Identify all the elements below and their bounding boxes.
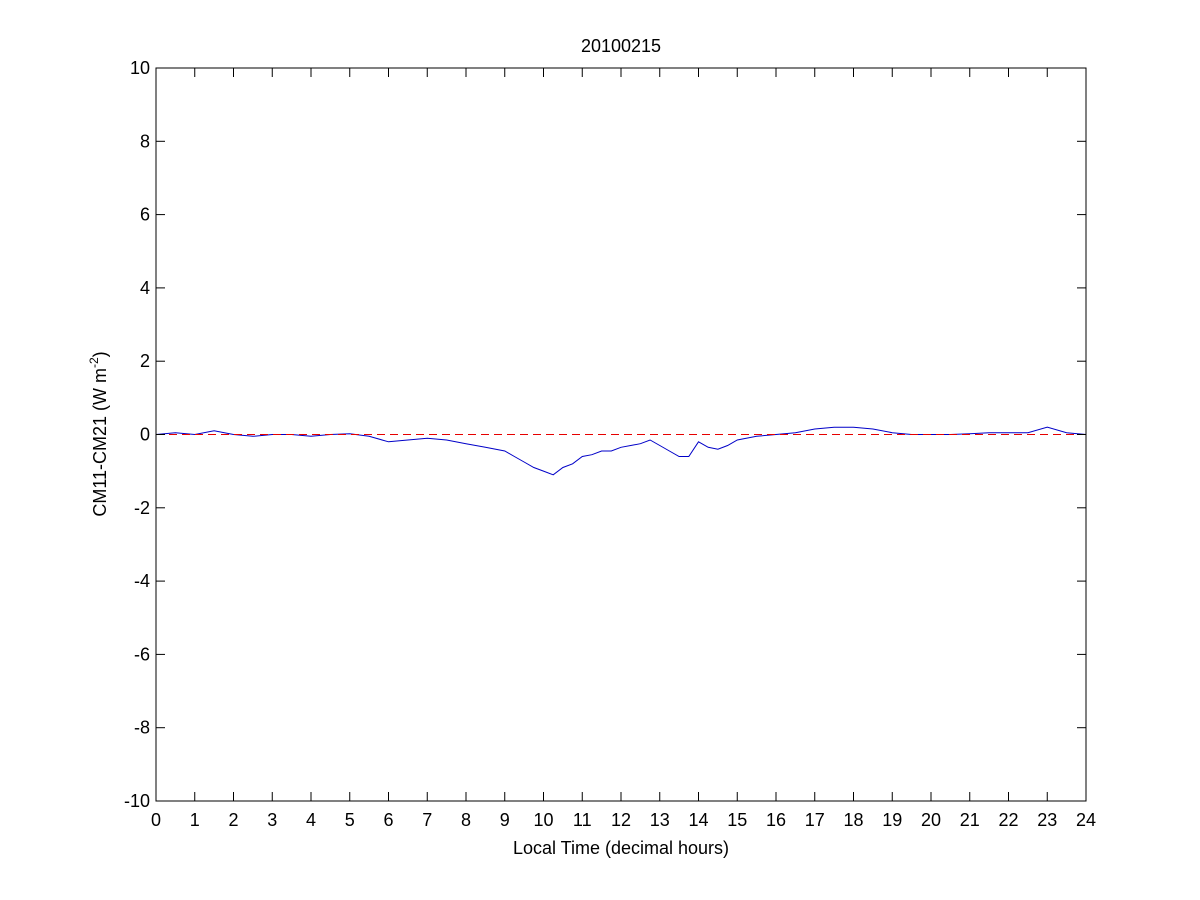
x-tick-label: 2 xyxy=(228,810,238,830)
x-tick-label: 4 xyxy=(306,810,316,830)
series-line xyxy=(155,426,1087,476)
y-tick-label: -4 xyxy=(134,571,150,591)
x-tick-label: 23 xyxy=(1037,810,1057,830)
x-tick-label: 20 xyxy=(921,810,941,830)
x-tick-label: 10 xyxy=(533,810,553,830)
y-tick-label: 4 xyxy=(140,278,150,298)
x-tick-label: 14 xyxy=(688,810,708,830)
y-tick-label: -10 xyxy=(124,791,150,811)
x-tick-label: 11 xyxy=(573,810,592,830)
x-tick-label: 24 xyxy=(1076,810,1096,830)
y-tick-label: -8 xyxy=(134,718,150,738)
x-tick-label: 21 xyxy=(960,810,980,830)
y-tick-label: 0 xyxy=(140,425,150,445)
y-tick-label: -2 xyxy=(134,498,150,518)
x-tick-label: 18 xyxy=(843,810,863,830)
y-tick-label: 6 xyxy=(140,205,150,225)
x-tick-label: 8 xyxy=(461,810,471,830)
x-tick-label: 15 xyxy=(727,810,747,830)
x-tick-label: 22 xyxy=(998,810,1018,830)
x-tick-label: 3 xyxy=(267,810,277,830)
x-tick-label: 7 xyxy=(422,810,432,830)
y-tick-label: -6 xyxy=(134,644,150,664)
y-axis-label-base: CM11-CM21 (W m xyxy=(90,368,110,517)
x-tick-label: 16 xyxy=(766,810,786,830)
x-tick-label: 0 xyxy=(151,810,161,830)
x-tick-label: 1 xyxy=(190,810,200,830)
y-tick-label: 2 xyxy=(140,351,150,371)
y-axis: -10 -8 -6 -4 -2 0 2 4 6 8 10 xyxy=(124,58,1086,811)
y-axis-label-close: ) xyxy=(90,351,110,357)
y-axis-label: CM11-CM21 (W m-2) xyxy=(87,351,110,516)
x-tick-label: 9 xyxy=(500,810,510,830)
x-axis: 0 1 2 3 4 5 6 7 8 9 10 11 12 13 14 15 16 17 18 19 20 21 22 23 24 xyxy=(151,68,1096,830)
x-tick-label: 12 xyxy=(611,810,631,830)
y-tick-label: 10 xyxy=(130,58,150,78)
x-axis-label: Local Time (decimal hours) xyxy=(513,838,729,858)
x-tick-label: 19 xyxy=(882,810,902,830)
x-tick-label: 17 xyxy=(805,810,825,830)
y-axis-label-superscript: -2 xyxy=(87,357,101,368)
x-tick-label: 13 xyxy=(650,810,670,830)
x-tick-label: 5 xyxy=(345,810,355,830)
chart-title: 20100215 xyxy=(581,36,661,56)
x-tick-label: 6 xyxy=(383,810,393,830)
y-tick-label: 8 xyxy=(140,131,150,151)
series-layer xyxy=(155,426,1087,476)
